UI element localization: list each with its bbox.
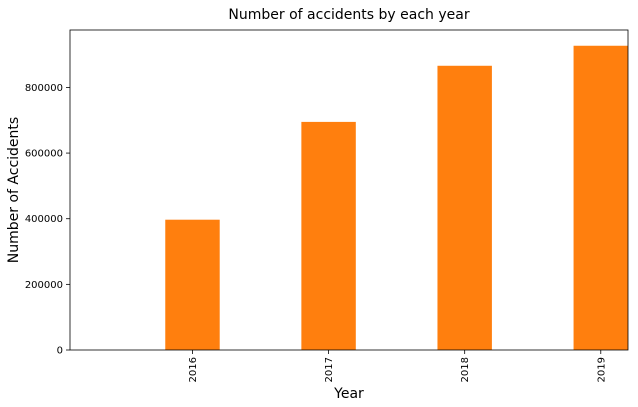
plot-frame [69,29,629,351]
y-tick-label: 0 [57,346,63,357]
y-axis-label: Number of Accidents [6,117,22,263]
bar-2016 [165,219,220,350]
bar-2018 [437,65,492,351]
bar-2019 [573,45,628,350]
y-tick-label: 800000 [25,83,63,94]
y-tick-label: 200000 [25,280,63,291]
x-axis-ticks: 2016 2017 2018 2019 [188,350,607,382]
bars-group [165,45,628,351]
chart-title: Number of accidents by each year [228,7,469,23]
y-axis-ticks: 0 200000 400000 600000 800000 [25,83,70,357]
x-tick-label: 2016 [188,357,199,382]
x-tick-label: 2019 [596,357,607,382]
x-tick-label: 2018 [460,357,471,382]
x-tick-label: 2017 [324,357,335,382]
bar-2017 [301,121,356,351]
x-axis-label: Year [333,386,364,402]
y-tick-label: 400000 [25,214,63,225]
y-tick-label: 600000 [25,149,63,160]
